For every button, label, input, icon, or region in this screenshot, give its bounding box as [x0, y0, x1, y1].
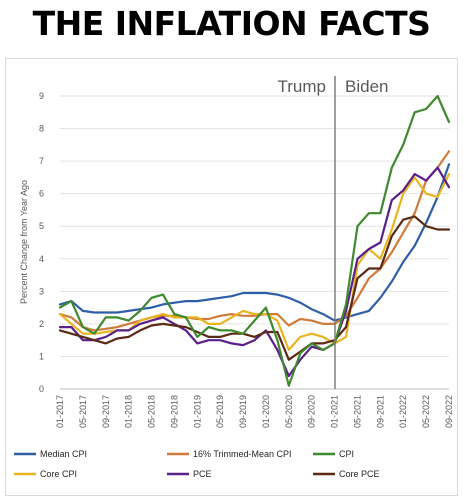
x-tick-label: 09-2020	[307, 395, 317, 428]
series-line-cpi	[58, 94, 451, 387]
x-tick-label: 01-2020	[261, 395, 271, 428]
x-tick-label: 09-2021	[375, 395, 385, 428]
x-tick-label: 05-2019	[215, 395, 225, 428]
legend-label: 16% Trimmed-Mean CPI	[193, 449, 292, 459]
x-tick-label: 05-2020	[284, 395, 294, 428]
y-tick-label: 7	[39, 156, 44, 166]
legend-label: CPI	[339, 449, 354, 459]
legend-label: Median CPI	[40, 449, 87, 459]
x-tick-label: 09-2019	[238, 395, 248, 428]
chart-frame	[5, 58, 458, 496]
x-tick-label: 01-2018	[124, 395, 134, 428]
y-tick-label: 2	[39, 319, 44, 329]
y-tick-label: 3	[39, 286, 44, 296]
y-tick-label: 6	[39, 189, 44, 199]
y-tick-label: 9	[39, 91, 44, 101]
legend-label: Core CPI	[40, 469, 77, 479]
x-tick-label: 05-2018	[147, 395, 157, 428]
series-lines	[58, 94, 451, 387]
x-tick-label: 01-2022	[398, 395, 408, 428]
x-tick-label: 09-2018	[169, 395, 179, 428]
legend-label: PCE	[193, 469, 212, 479]
headline: THE INFLATION FACTS	[32, 4, 431, 43]
y-tick-label: 4	[39, 254, 44, 264]
y-tick-label: 0	[39, 384, 44, 394]
series-line-pce	[58, 166, 451, 378]
series-line-median-cpi	[58, 163, 451, 322]
x-tick-label: 01-2019	[192, 395, 202, 428]
x-tick-label: 09-2022	[444, 395, 454, 428]
y-tick-label: 1	[39, 351, 44, 361]
annotation-trump: Trump	[278, 77, 327, 96]
x-tick-label: 01-2017	[55, 395, 65, 428]
legend-label: Core PCE	[339, 469, 380, 479]
x-tick-label: 05-2021	[352, 395, 362, 428]
legend: Median CPI 16% Trimmed-Mean CPI CPI Core CP…	[14, 449, 380, 479]
series-line-core-pce	[58, 215, 451, 361]
y-tick-labels: 0 1 2 3 4 5 6 7 8 9	[39, 91, 44, 394]
y-axis-label: Percent Change from Year Ago	[19, 180, 29, 304]
series-line-16-trimmed-mean-cpi	[58, 150, 451, 332]
x-tick-labels: 01-2017 05-2017 09-2017 01-2018 05-2018 09-20…	[55, 395, 454, 428]
x-tick-label: 09-2017	[101, 395, 111, 428]
annotation-biden: Biden	[345, 77, 388, 96]
x-tick-label: 05-2022	[421, 395, 431, 428]
y-tick-label: 5	[39, 221, 44, 231]
x-tick-label: 01-2021	[330, 395, 340, 428]
y-tick-label: 8	[39, 124, 44, 134]
x-tick-label: 05-2017	[78, 395, 88, 428]
